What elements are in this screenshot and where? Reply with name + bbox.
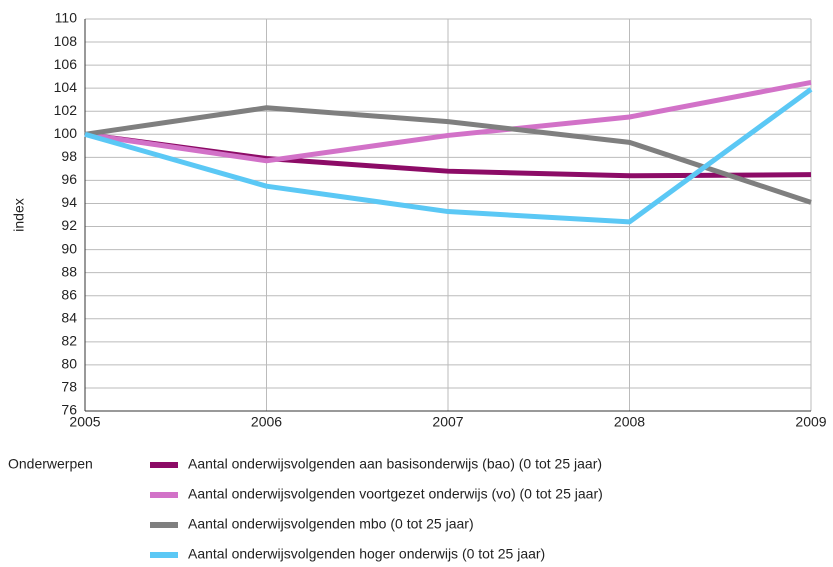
series-line (84, 105, 812, 205)
y-tick-label: 106 (54, 56, 78, 72)
y-tick-label: 90 (61, 240, 77, 256)
y-tick-label: 102 (54, 102, 78, 118)
legend-swatch (150, 492, 178, 498)
y-tick-label: 98 (61, 148, 77, 164)
y-tick-label: 108 (54, 33, 78, 49)
legend-swatch (150, 552, 178, 558)
legend-label: Aantal onderwijsvolgenden mbo (0 tot 25 … (188, 516, 474, 532)
y-tick-label: 76 (61, 402, 77, 418)
legend-title: Onderwerpen (8, 456, 93, 472)
series-line (84, 79, 812, 164)
legend-swatch (150, 462, 178, 468)
series-line (84, 87, 813, 225)
y-tick-label: 88 (61, 263, 77, 279)
x-tick-label: 2008 (614, 414, 645, 430)
x-tick-label: 2005 (69, 414, 100, 430)
legend-label: Aantal onderwijsvolgenden voortgezet ond… (188, 486, 603, 502)
x-tick-label: 2006 (251, 414, 282, 430)
y-tick-label: 110 (55, 10, 78, 26)
y-axis-label: index (11, 198, 27, 231)
y-tick-label: 104 (54, 79, 78, 95)
x-tick-label: 2007 (432, 414, 463, 430)
y-tick-label: 96 (61, 171, 77, 187)
legend-label: Aantal onderwijsvolgenden aan basisonder… (188, 456, 602, 472)
x-tick-label: 2009 (795, 414, 826, 430)
y-tick-label: 84 (61, 309, 77, 325)
y-tick-label: 80 (61, 356, 77, 372)
y-tick-label: 86 (61, 286, 77, 302)
y-tick-label: 92 (61, 217, 77, 233)
y-tick-label: 94 (61, 194, 77, 210)
legend-swatch (150, 522, 178, 528)
y-tick-label: 100 (54, 125, 78, 141)
y-tick-label: 78 (61, 379, 77, 395)
y-tick-label: 82 (61, 333, 77, 349)
legend-label: Aantal onderwijsvolgenden hoger onderwij… (188, 546, 545, 562)
